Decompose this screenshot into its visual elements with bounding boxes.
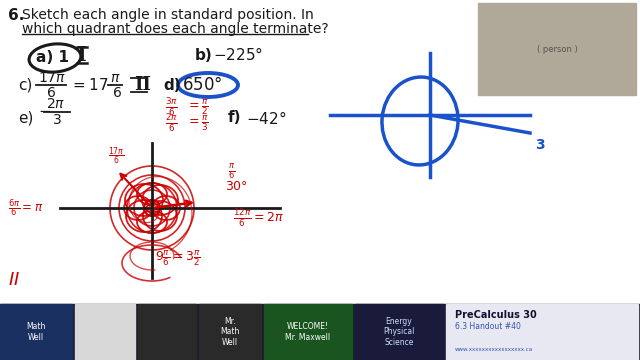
Text: which quadrant does each angle terminate?: which quadrant does each angle terminate… — [22, 22, 328, 36]
Text: $30°$: $30°$ — [225, 180, 248, 193]
Text: $2\pi$: $2\pi$ — [46, 97, 65, 111]
Bar — [446, 304, 638, 360]
Bar — [478, 3, 636, 95]
Text: $3$: $3$ — [52, 113, 61, 127]
Text: PreCalculus 30: PreCalculus 30 — [455, 310, 537, 320]
Text: www.xxxxxxxxxxxxxxxxx.ca: www.xxxxxxxxxxxxxxxxx.ca — [455, 347, 533, 352]
Text: $\frac{17\pi}{6}$: $\frac{17\pi}{6}$ — [108, 145, 125, 167]
Text: f): f) — [228, 111, 241, 126]
Text: $17\pi$: $17\pi$ — [38, 71, 66, 85]
Text: $\pi$: $\pi$ — [110, 71, 120, 85]
Text: 3: 3 — [535, 138, 545, 152]
Text: Energy
Physical
Science: Energy Physical Science — [383, 317, 415, 347]
Text: $650°$: $650°$ — [182, 76, 223, 94]
Text: $\frac{6\pi}{6}=\pi$: $\frac{6\pi}{6}=\pi$ — [8, 197, 44, 219]
Text: $\frac{3\pi}{6}$: $\frac{3\pi}{6}$ — [165, 96, 178, 118]
Text: e): e) — [18, 111, 33, 126]
Text: ( person ): ( person ) — [536, 45, 577, 54]
Text: $= 17{\cdot}$: $= 17{\cdot}$ — [70, 77, 113, 93]
Text: d): d) — [163, 77, 180, 93]
Text: $9\frac{\pi}{6}=3\frac{\pi}{2}$: $9\frac{\pi}{6}=3\frac{\pi}{2}$ — [155, 248, 201, 267]
Text: a) 1: a) 1 — [36, 50, 69, 66]
Text: $\frac{2\pi}{6}$: $\frac{2\pi}{6}$ — [165, 112, 178, 134]
Bar — [264, 304, 352, 360]
Text: Mr.
Math
Well: Mr. Math Well — [220, 317, 240, 347]
Text: $6$: $6$ — [112, 86, 122, 100]
Bar — [199, 304, 261, 360]
Text: $=\frac{\pi}{2}$: $=\frac{\pi}{2}$ — [186, 97, 209, 117]
Text: $6$: $6$ — [46, 86, 56, 100]
Bar — [138, 304, 196, 360]
Text: $\frac{\pi}{6}$: $\frac{\pi}{6}$ — [228, 162, 236, 181]
Text: WELCOME!
Mr. Maxwell: WELCOME! Mr. Maxwell — [285, 322, 331, 342]
Text: $-42°$: $-42°$ — [246, 109, 287, 126]
Text: $-$: $-$ — [38, 103, 51, 117]
Text: $\frac{12\pi}{6}=2\pi$: $\frac{12\pi}{6}=2\pi$ — [233, 207, 284, 229]
Text: I: I — [77, 45, 87, 65]
Text: c): c) — [18, 77, 33, 93]
Bar — [0, 304, 640, 360]
Bar — [0, 304, 72, 360]
Bar — [75, 304, 135, 360]
Text: II: II — [134, 76, 151, 94]
Text: 6.: 6. — [8, 8, 24, 23]
Text: b): b) — [195, 48, 212, 63]
Text: $=\frac{\pi}{3}$: $=\frac{\pi}{3}$ — [186, 113, 209, 132]
Text: $-225°$: $-225°$ — [213, 46, 263, 63]
Text: Sketch each angle in standard position. In: Sketch each angle in standard position. … — [22, 8, 314, 22]
Text: 6.3 Handout #40: 6.3 Handout #40 — [455, 322, 521, 331]
Text: $II$: $II$ — [8, 271, 20, 289]
Text: Math
Well: Math Well — [26, 322, 45, 342]
Bar — [355, 304, 443, 360]
